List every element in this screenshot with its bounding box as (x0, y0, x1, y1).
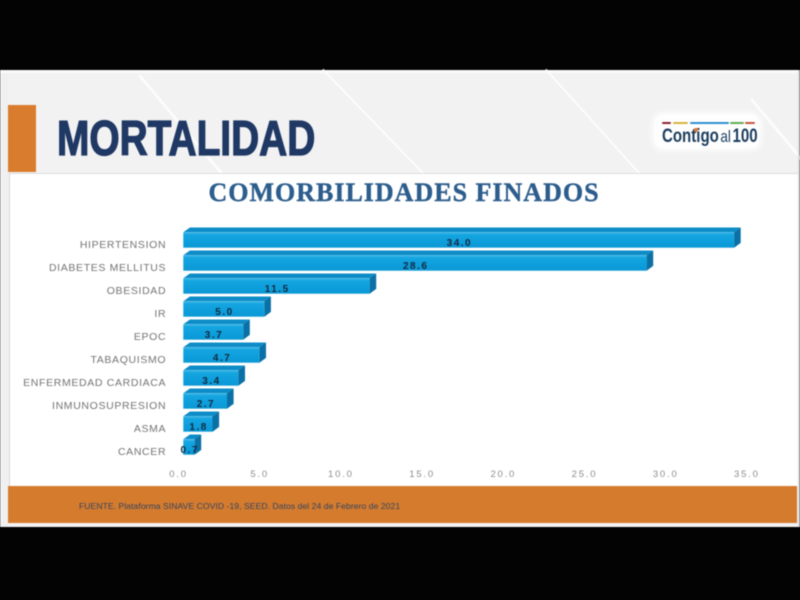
svg-text:ASMA: ASMA (134, 423, 166, 435)
svg-text:3.4: 3.4 (202, 376, 220, 387)
svg-text:IR: IR (154, 308, 166, 320)
svg-text:11.5: 11.5 (265, 284, 290, 295)
svg-text:5.0: 5.0 (215, 307, 233, 318)
svg-text:20.0: 20.0 (490, 469, 516, 480)
svg-text:0.7: 0.7 (180, 445, 198, 456)
svg-text:ENFERMEDAD CARDIACA: ENFERMEDAD CARDIACA (23, 377, 166, 389)
svg-text:35.0: 35.0 (734, 469, 760, 480)
svg-text:25.0: 25.0 (572, 469, 598, 480)
svg-text:HIPERTENSION: HIPERTENSION (80, 239, 166, 251)
svg-text:INMUNOSUPRESION: INMUNOSUPRESION (52, 400, 166, 412)
svg-text:TABAQUISMO: TABAQUISMO (90, 354, 166, 366)
svg-text:28.6: 28.6 (403, 261, 428, 272)
svg-text:3.7: 3.7 (205, 330, 223, 341)
svg-text:2.7: 2.7 (197, 399, 215, 410)
svg-text:CANCER: CANCER (118, 446, 166, 458)
svg-text:DIABETES MELLITUS: DIABETES MELLITUS (49, 262, 166, 274)
svg-text:15.0: 15.0 (409, 469, 435, 480)
svg-text:10.0: 10.0 (328, 469, 354, 480)
svg-text:30.0: 30.0 (653, 469, 679, 480)
svg-text:0.0: 0.0 (169, 469, 188, 480)
svg-text:1.8: 1.8 (189, 422, 207, 433)
svg-text:EPOC: EPOC (134, 331, 166, 343)
svg-text:5.0: 5.0 (250, 469, 269, 480)
svg-text:OBESIDAD: OBESIDAD (107, 285, 166, 297)
svg-text:34.0: 34.0 (447, 238, 472, 249)
svg-text:4.7: 4.7 (213, 353, 231, 364)
